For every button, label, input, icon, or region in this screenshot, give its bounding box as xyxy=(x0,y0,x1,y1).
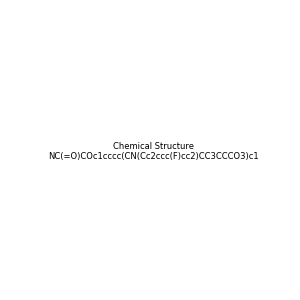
Text: Chemical Structure
NC(=O)COc1cccc(CN(Cc2ccc(F)cc2)CC3CCCO3)c1: Chemical Structure NC(=O)COc1cccc(CN(Cc2… xyxy=(48,142,259,161)
